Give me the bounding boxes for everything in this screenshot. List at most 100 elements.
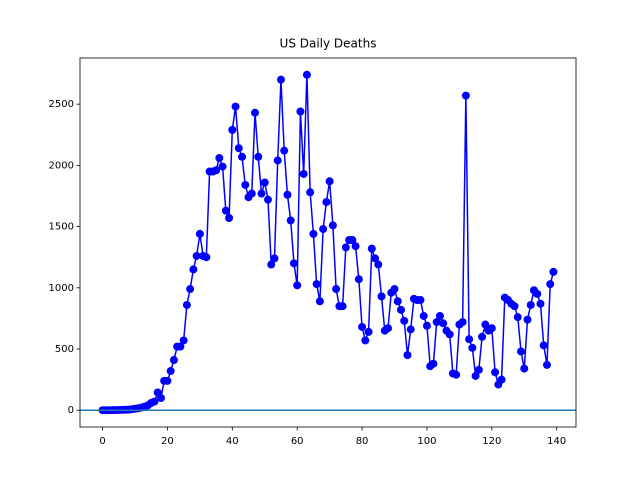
data-point <box>302 70 311 79</box>
data-point <box>396 305 405 314</box>
data-point <box>228 125 237 134</box>
data-point <box>526 300 535 309</box>
data-point <box>189 265 198 274</box>
data-point <box>539 341 548 350</box>
data-point <box>497 375 506 384</box>
data-point <box>312 280 321 289</box>
data-point <box>169 356 178 365</box>
data-point <box>283 190 292 199</box>
data-point <box>221 206 230 215</box>
data-point <box>267 260 276 269</box>
y-tick-label: 1000 <box>49 283 74 294</box>
data-point <box>361 336 370 345</box>
data-point <box>491 368 500 377</box>
x-tick-label: 100 <box>417 436 436 447</box>
data-point <box>452 370 461 379</box>
data-point <box>403 351 412 360</box>
y-tick-label: 500 <box>55 344 74 355</box>
data-point <box>354 275 363 284</box>
data-point <box>296 107 305 116</box>
chart-title: US Daily Deaths <box>280 37 377 51</box>
data-point <box>231 102 240 111</box>
x-tick-label: 120 <box>482 436 501 447</box>
data-point <box>280 146 289 155</box>
data-point <box>374 260 383 269</box>
data-point <box>422 321 431 330</box>
data-point <box>182 300 191 309</box>
data-point <box>338 302 347 311</box>
data-point <box>481 320 490 329</box>
data-point <box>163 376 172 385</box>
x-tick-label: 140 <box>547 436 566 447</box>
data-point <box>293 281 302 290</box>
y-tick-label: 0 <box>68 405 74 416</box>
data-point <box>254 152 263 161</box>
data-point <box>435 311 444 320</box>
data-point <box>176 342 185 351</box>
data-point <box>358 322 367 331</box>
data-point <box>257 189 266 198</box>
data-point <box>536 299 545 308</box>
x-tick-label: 20 <box>161 436 174 447</box>
data-point <box>212 166 221 175</box>
data-point <box>270 254 279 263</box>
data-point <box>429 359 438 368</box>
y-tick-label: 2500 <box>49 99 74 110</box>
axes-frame <box>79 57 577 428</box>
data-point <box>299 169 308 178</box>
data-point <box>367 244 376 253</box>
data-point <box>251 108 260 117</box>
data-point <box>156 393 165 402</box>
data-point <box>377 292 386 301</box>
data-point <box>150 397 159 406</box>
y-tick-label: 2000 <box>49 160 74 171</box>
data-point <box>289 259 298 268</box>
data-point <box>348 236 357 245</box>
data-point <box>325 177 334 186</box>
data-point <box>371 254 380 263</box>
data-point <box>273 156 282 165</box>
data-point <box>260 178 269 187</box>
data-point <box>202 253 211 262</box>
data-point <box>406 325 415 334</box>
data-point <box>416 296 425 305</box>
data-point <box>510 302 519 311</box>
data-point <box>341 243 350 252</box>
data-point <box>400 316 409 325</box>
data-point <box>471 371 480 380</box>
data-point <box>364 327 373 336</box>
data-point <box>542 360 551 369</box>
data-point <box>215 154 224 163</box>
data-point <box>263 195 272 204</box>
data-point <box>419 311 428 320</box>
data-point <box>393 297 402 306</box>
data-point <box>322 198 331 207</box>
data-point <box>309 229 318 238</box>
data-point <box>276 75 285 84</box>
data-point <box>546 280 555 289</box>
data-point <box>458 318 467 327</box>
data-point <box>195 229 204 238</box>
data-point <box>319 225 328 234</box>
data-point <box>192 251 201 260</box>
data-point <box>315 297 324 306</box>
data-point <box>186 285 195 294</box>
data-point <box>384 324 393 333</box>
data-point <box>445 330 454 339</box>
data-point <box>513 313 522 322</box>
data-point <box>234 144 243 153</box>
data-point <box>241 180 250 189</box>
data-point <box>432 318 441 327</box>
data-point <box>487 324 496 333</box>
data-point <box>439 319 448 328</box>
data-point <box>179 336 188 345</box>
data-point <box>218 162 227 171</box>
y-tick-label: 1500 <box>49 222 74 233</box>
data-point <box>166 367 175 376</box>
data-point <box>478 332 487 341</box>
data-point <box>468 343 477 352</box>
data-point <box>225 214 234 223</box>
data-point <box>474 365 483 374</box>
